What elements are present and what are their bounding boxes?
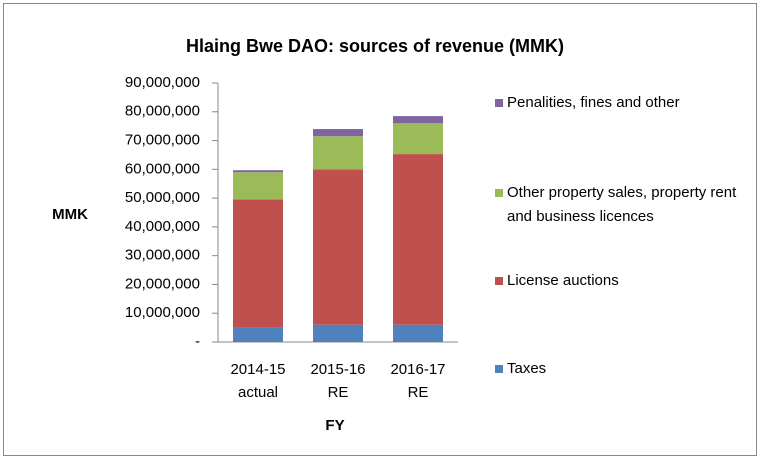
y-tick-label: - bbox=[195, 333, 200, 350]
y-tick-label: 20,000,000 bbox=[125, 275, 200, 292]
legend-label: Other property sales, property rent and … bbox=[507, 184, 737, 225]
legend-entry: License auctions bbox=[495, 269, 752, 293]
chart-border bbox=[3, 3, 757, 456]
bar-segment bbox=[313, 136, 363, 170]
bar-segment bbox=[393, 324, 443, 342]
legend-swatch bbox=[495, 99, 503, 107]
bar-segment bbox=[393, 154, 443, 325]
legend-label: Taxes bbox=[507, 360, 547, 377]
y-tick-label: 30,000,000 bbox=[125, 247, 200, 264]
y-tick-label: 50,000,000 bbox=[125, 189, 200, 206]
x-tick-label: 2016-17 RE bbox=[390, 361, 445, 401]
bar-segment bbox=[233, 172, 283, 200]
legend-label: License auctions bbox=[507, 272, 619, 289]
legend-entry: Penalities, fines and other bbox=[495, 91, 752, 115]
bar-segment bbox=[393, 116, 443, 124]
y-tick-label: 40,000,000 bbox=[125, 218, 200, 235]
y-tick-label: 90,000,000 bbox=[125, 74, 200, 91]
y-tick-label: 70,000,000 bbox=[125, 132, 200, 149]
legend-entry: Taxes bbox=[495, 357, 752, 381]
chart-title: Hlaing Bwe DAO: sources of revenue (MMK) bbox=[186, 36, 564, 56]
bar-segment bbox=[313, 129, 363, 137]
bar-segment bbox=[313, 324, 363, 342]
bar-segment bbox=[233, 170, 283, 173]
bar-segment bbox=[233, 327, 283, 342]
y-tick-label: 80,000,000 bbox=[125, 103, 200, 120]
y-tick-label: 60,000,000 bbox=[125, 160, 200, 177]
bar-segment bbox=[393, 123, 443, 155]
legend-label: Penalities, fines and other bbox=[507, 94, 680, 111]
y-tick-label: 10,000,000 bbox=[125, 304, 200, 321]
legend-entry: Other property sales, property rent and … bbox=[495, 181, 752, 229]
legend-swatch bbox=[495, 365, 503, 373]
x-tick-label: 2015-16 RE bbox=[310, 361, 365, 401]
legend-swatch bbox=[495, 277, 503, 285]
y-axis-label: MMK bbox=[52, 206, 88, 223]
x-axis-label: FY bbox=[325, 417, 344, 434]
legend-swatch bbox=[495, 189, 503, 197]
bar-segment bbox=[233, 199, 283, 328]
x-tick-label: 2014-15 actual bbox=[230, 361, 285, 401]
bar-segment bbox=[313, 169, 363, 325]
